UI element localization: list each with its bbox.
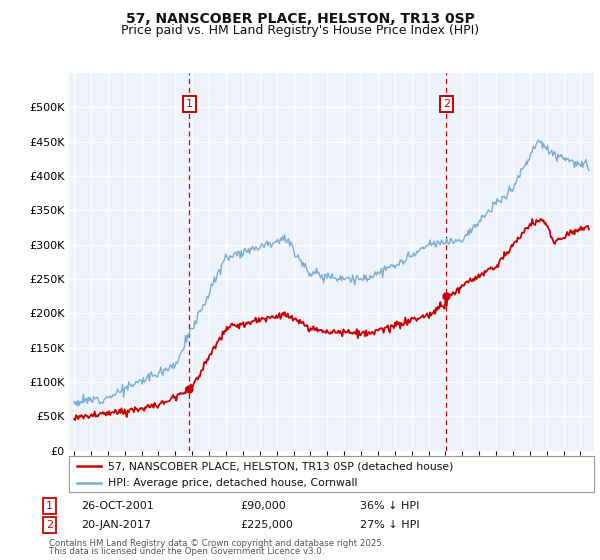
Text: 26-OCT-2001: 26-OCT-2001 <box>81 501 154 511</box>
Text: This data is licensed under the Open Government Licence v3.0.: This data is licensed under the Open Gov… <box>49 547 325 556</box>
Text: Contains HM Land Registry data © Crown copyright and database right 2025.: Contains HM Land Registry data © Crown c… <box>49 539 385 548</box>
Text: 57, NANSCOBER PLACE, HELSTON, TR13 0SP (detached house): 57, NANSCOBER PLACE, HELSTON, TR13 0SP (… <box>109 461 454 472</box>
Text: 36% ↓ HPI: 36% ↓ HPI <box>360 501 419 511</box>
Text: 57, NANSCOBER PLACE, HELSTON, TR13 0SP: 57, NANSCOBER PLACE, HELSTON, TR13 0SP <box>125 12 475 26</box>
Text: £90,000: £90,000 <box>240 501 286 511</box>
Text: 1: 1 <box>46 501 53 511</box>
Text: 2: 2 <box>443 99 450 109</box>
Text: HPI: Average price, detached house, Cornwall: HPI: Average price, detached house, Corn… <box>109 478 358 488</box>
Text: 20-JAN-2017: 20-JAN-2017 <box>81 520 151 530</box>
Text: £225,000: £225,000 <box>240 520 293 530</box>
Text: 2: 2 <box>46 520 53 530</box>
Text: 1: 1 <box>185 99 193 109</box>
Text: 27% ↓ HPI: 27% ↓ HPI <box>360 520 419 530</box>
Text: Price paid vs. HM Land Registry's House Price Index (HPI): Price paid vs. HM Land Registry's House … <box>121 24 479 36</box>
